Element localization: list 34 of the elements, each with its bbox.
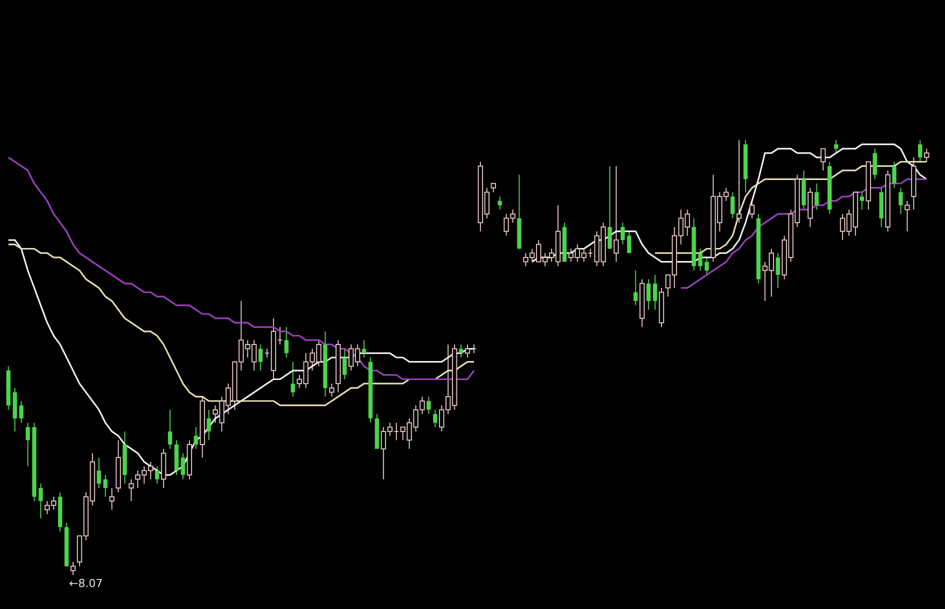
- candlestick: [109, 488, 114, 510]
- candlestick: [433, 409, 438, 428]
- candlestick: [168, 409, 172, 450]
- candlestick: [96, 457, 102, 488]
- candlestick: [627, 230, 632, 254]
- candlestick: [103, 474, 108, 498]
- candlestick: [155, 466, 160, 484]
- candlestick: [872, 148, 877, 180]
- candlestick: [206, 409, 211, 441]
- candlestick: [634, 270, 638, 306]
- candlestick: [608, 166, 612, 250]
- candlestick: [38, 483, 43, 519]
- candlestick: [924, 148, 930, 162]
- text: ←8.07: [69, 577, 103, 590]
- candlestick: [498, 196, 502, 210]
- candlestick: [290, 361, 296, 398]
- candlestick: [614, 166, 619, 262]
- candlestick: [652, 274, 658, 310]
- candlestick: [284, 326, 289, 358]
- candlestick: [128, 478, 134, 502]
- candlestick: [329, 383, 334, 398]
- candlestick: [19, 400, 24, 424]
- candlestick: [918, 140, 922, 162]
- candlestick: [646, 278, 651, 310]
- candlestick: [70, 561, 76, 576]
- candlestick: [620, 222, 625, 245]
- candlestick: [194, 426, 198, 450]
- candlestick: [26, 422, 30, 467]
- candlestick: [464, 344, 470, 358]
- candlestick: [180, 452, 186, 480]
- candlestick: [342, 348, 347, 380]
- candlestick: [258, 344, 263, 372]
- candlestick: [426, 396, 431, 415]
- candlestick: [820, 148, 826, 171]
